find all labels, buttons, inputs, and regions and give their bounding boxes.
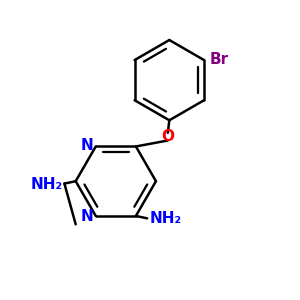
Text: O: O <box>161 129 174 144</box>
Text: NH₂: NH₂ <box>30 177 62 192</box>
Text: NH₂: NH₂ <box>149 212 182 226</box>
Text: Br: Br <box>210 52 229 67</box>
Text: N: N <box>81 138 93 153</box>
Text: N: N <box>81 209 93 224</box>
